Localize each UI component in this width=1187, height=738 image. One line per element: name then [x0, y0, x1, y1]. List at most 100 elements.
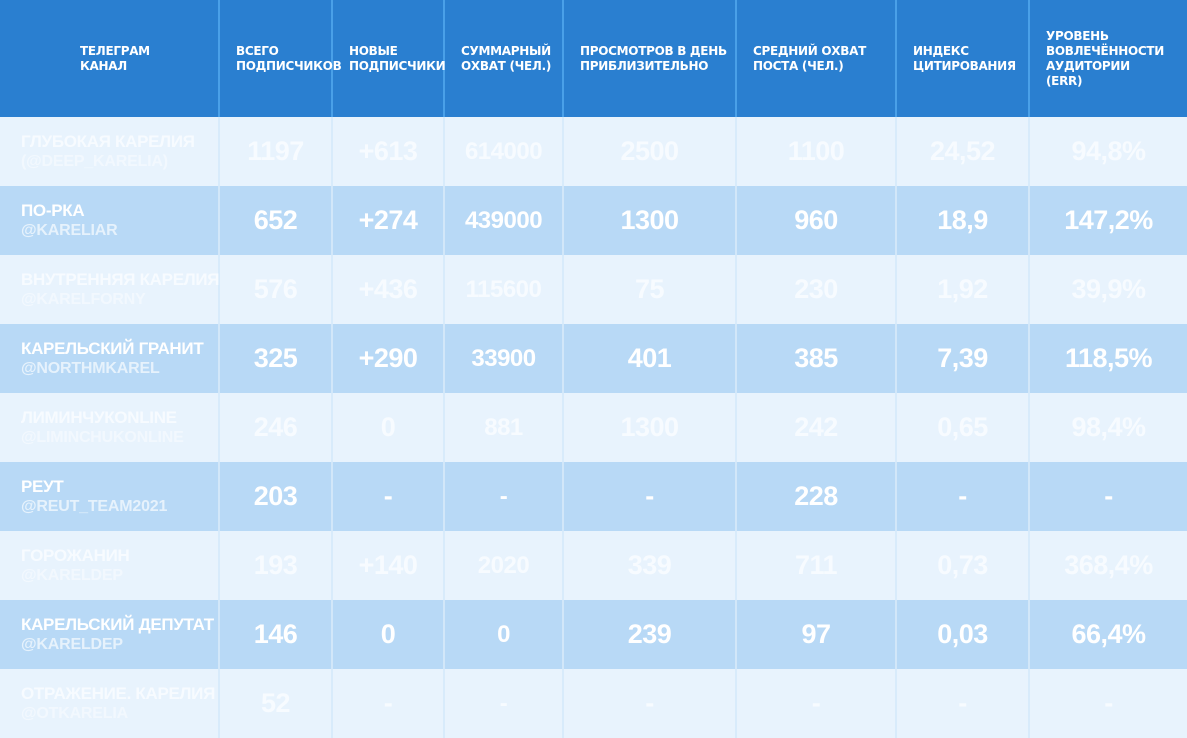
subscribers-cell: 1197	[220, 117, 333, 186]
channel-handle: @northmkarel	[21, 360, 160, 377]
views-per-day-cell: 75	[564, 255, 737, 324]
channel-cell: Глубокая Карелия (@deep_karelia)	[0, 117, 220, 186]
table-row: По-рка @kareliar 652 +274 439000 1300 960 18,9 1…	[0, 186, 1187, 255]
err-cell: 368,4%	[1064, 550, 1153, 580]
avg-post-reach-cell: 960	[737, 186, 897, 255]
table-row: Отражение. Карелия @otkarelia 52- - - - - -	[0, 669, 1187, 738]
channel-name: Горожанин	[21, 546, 130, 565]
channel-cell: Внутренняя Карелия @karelforny	[0, 255, 220, 324]
subscribers-cell: 193	[220, 531, 333, 600]
views-per-day-cell: 339	[564, 531, 737, 600]
citation-index-cell: -	[897, 462, 1030, 531]
total-reach-cell: 0	[445, 600, 564, 669]
total-reach-cell: 881	[445, 393, 564, 462]
citation-index-cell: 7,39	[897, 324, 1030, 393]
header-channel: Телеграм канал	[0, 0, 220, 117]
channel-handle: @kareliar	[21, 222, 118, 239]
channel-cell: По-рка @kareliar	[0, 186, 220, 255]
total-reach-cell: 33900	[445, 324, 564, 393]
channel-cell: ЛиминчукOnline @liminchukonline	[0, 393, 220, 462]
total-reach-cell: 614000	[445, 117, 564, 186]
channel-name: Реут	[21, 477, 64, 496]
channel-cell: Карельский депутат @kareldep	[0, 600, 220, 669]
table-row: Карельский депутат @kareldep 146 0 0 239 97 0,0…	[0, 600, 1187, 669]
err-cell: 147,2%	[1064, 205, 1153, 235]
citation-index-cell: 0,73	[897, 531, 1030, 600]
header-total-reach: Суммарный охват (чел.)	[445, 0, 564, 117]
total-reach-cell: -	[445, 669, 564, 738]
new-subscribers-cell: -	[333, 669, 445, 738]
new-subscribers-cell: +290	[333, 324, 445, 393]
err-cell: -	[1104, 688, 1113, 718]
header-views-per-day: Просмотров в день приблизительно	[564, 0, 737, 117]
citation-index-cell: 0,03	[897, 600, 1030, 669]
avg-post-reach-cell: 711	[737, 531, 897, 600]
new-subscribers-cell: +140	[333, 531, 445, 600]
avg-post-reach-cell: -	[737, 669, 897, 738]
avg-post-reach-cell: 228	[737, 462, 897, 531]
channel-name: По-рка	[21, 201, 85, 220]
total-reach-cell: 439000	[445, 186, 564, 255]
channel-name: Карельский гранит	[21, 339, 204, 358]
channel-cell: Карельский гранит @northmkarel	[0, 324, 220, 393]
err-cell: 66,4%	[1071, 619, 1146, 649]
subscribers-cell: 652	[220, 186, 333, 255]
table-row: ЛиминчукOnline @liminchukonline 246 0 881 130…	[0, 393, 1187, 462]
subscribers-cell: 146	[220, 600, 333, 669]
avg-post-reach-cell: 230	[737, 255, 897, 324]
views-per-day-cell: 239	[564, 600, 737, 669]
channel-handle: @otkarelia	[21, 705, 128, 722]
channel-handle: @liminchukonline	[21, 429, 184, 446]
channel-handle: @karelforny	[21, 291, 146, 308]
channel-handle: @kareldep	[21, 567, 123, 584]
citation-index-cell: 24,52	[897, 117, 1030, 186]
avg-post-reach-cell: 242	[737, 393, 897, 462]
new-subscribers-cell: -	[333, 462, 445, 531]
subscribers-cell: 246	[220, 393, 333, 462]
table-row: Реут @reut_team2021 203- - -228- -	[0, 462, 1187, 531]
subscribers-cell: 52	[220, 669, 333, 738]
header-subscribers: Всего подписчиков	[220, 0, 342, 117]
citation-index-cell: 0,65	[897, 393, 1030, 462]
views-per-day-cell: -	[564, 462, 737, 531]
channel-name: Внутренняя Карелия	[21, 270, 220, 289]
avg-post-reach-cell: 385	[737, 324, 897, 393]
views-per-day-cell: 1300	[564, 393, 737, 462]
subscribers-cell: 576	[220, 255, 333, 324]
views-per-day-cell: -	[564, 669, 737, 738]
avg-post-reach-cell: 97	[737, 600, 897, 669]
channel-handle: @reut_team2021	[21, 498, 168, 515]
header-err: Уровень вовлечённости аудитории (ERR)	[1046, 28, 1164, 88]
table-row: Глубокая Карелия (@deep_karelia) 1197 +613 6…	[0, 117, 1187, 186]
header-new-subscribers: Новые подписчики	[333, 0, 446, 117]
total-reach-cell: -	[445, 462, 564, 531]
table-row: Горожанин @kareldep 193 +140 2020 339 711 0,73 3…	[0, 531, 1187, 600]
channel-name: ЛиминчукOnline	[21, 408, 177, 427]
err-cell: 118,5%	[1064, 343, 1153, 373]
table-header: Телеграм канал Всего подписчиков Новые п…	[0, 0, 1187, 117]
channel-handle: @kareldep	[21, 636, 123, 653]
channel-cell: Отражение. Карелия @otkarelia	[0, 669, 220, 738]
citation-index-cell: 1,92	[897, 255, 1030, 324]
new-subscribers-cell: +436	[333, 255, 445, 324]
views-per-day-cell: 401	[564, 324, 737, 393]
channel-handle: (@deep_karelia)	[21, 153, 168, 170]
subscribers-cell: 203	[220, 462, 333, 531]
new-subscribers-cell: 0	[333, 600, 445, 669]
total-reach-cell: 115600	[445, 255, 564, 324]
err-cell: 98,4%	[1071, 412, 1146, 442]
total-reach-cell: 2020	[445, 531, 564, 600]
table-body: Глубокая Карелия (@deep_karelia) 1197 +613 6…	[0, 117, 1187, 738]
channel-cell: Горожанин @kareldep	[0, 531, 220, 600]
new-subscribers-cell: +613	[333, 117, 445, 186]
table-row: Карельский гранит @northmkarel 325 +290 3390…	[0, 324, 1187, 393]
channel-name: Карельский депутат	[21, 615, 214, 634]
channel-cell: Реут @reut_team2021	[0, 462, 220, 531]
err-cell: -	[1104, 481, 1113, 511]
new-subscribers-cell: 0	[333, 393, 445, 462]
citation-index-cell: -	[897, 669, 1030, 738]
err-cell: 39,9%	[1071, 274, 1146, 304]
channel-name: Глубокая Карелия	[21, 132, 195, 151]
views-per-day-cell: 1300	[564, 186, 737, 255]
